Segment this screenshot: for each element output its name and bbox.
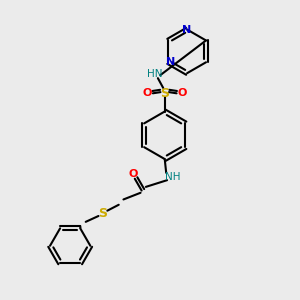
- Text: N: N: [166, 57, 175, 67]
- Text: HN: HN: [147, 69, 163, 79]
- Text: O: O: [177, 88, 187, 98]
- Text: O: O: [143, 88, 152, 98]
- Text: O: O: [128, 169, 138, 179]
- Text: S: S: [160, 87, 169, 100]
- Text: N: N: [182, 25, 192, 34]
- Text: S: S: [98, 206, 107, 220]
- Text: NH: NH: [165, 172, 181, 182]
